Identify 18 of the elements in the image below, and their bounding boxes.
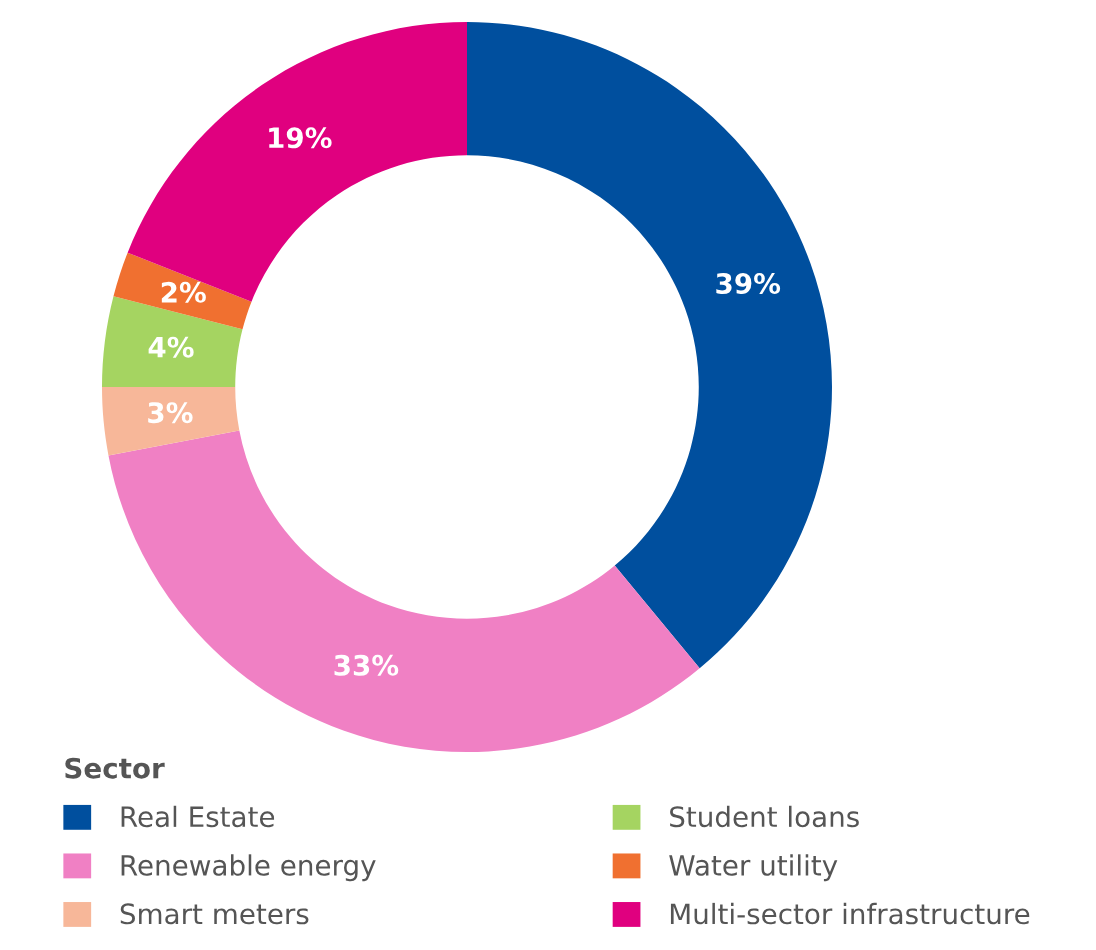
data-label: 39%: [716, 272, 781, 294]
donut-slice: [102, 387, 240, 456]
legend-label: Real Estate: [121, 805, 275, 828]
legend-label: Renewable energy: [121, 854, 376, 882]
donut-slice: [108, 430, 700, 752]
donut-slice: [467, 22, 832, 669]
legend-label: Water utility: [669, 854, 838, 882]
donut-slice: [127, 22, 467, 302]
legend-title: Sector: [65, 757, 165, 779]
data-label: 3%: [148, 402, 193, 424]
data-label: 33%: [334, 654, 399, 676]
data-label: 4%: [148, 336, 194, 358]
legend-label: Student loans: [670, 805, 859, 828]
data-label: 19%: [269, 127, 332, 149]
legend-label: Multi-sector infrastructure: [670, 902, 1030, 925]
donut-slice: [113, 252, 252, 330]
data-label: 2%: [161, 281, 206, 303]
legend-label: Smart meters: [120, 903, 309, 925]
